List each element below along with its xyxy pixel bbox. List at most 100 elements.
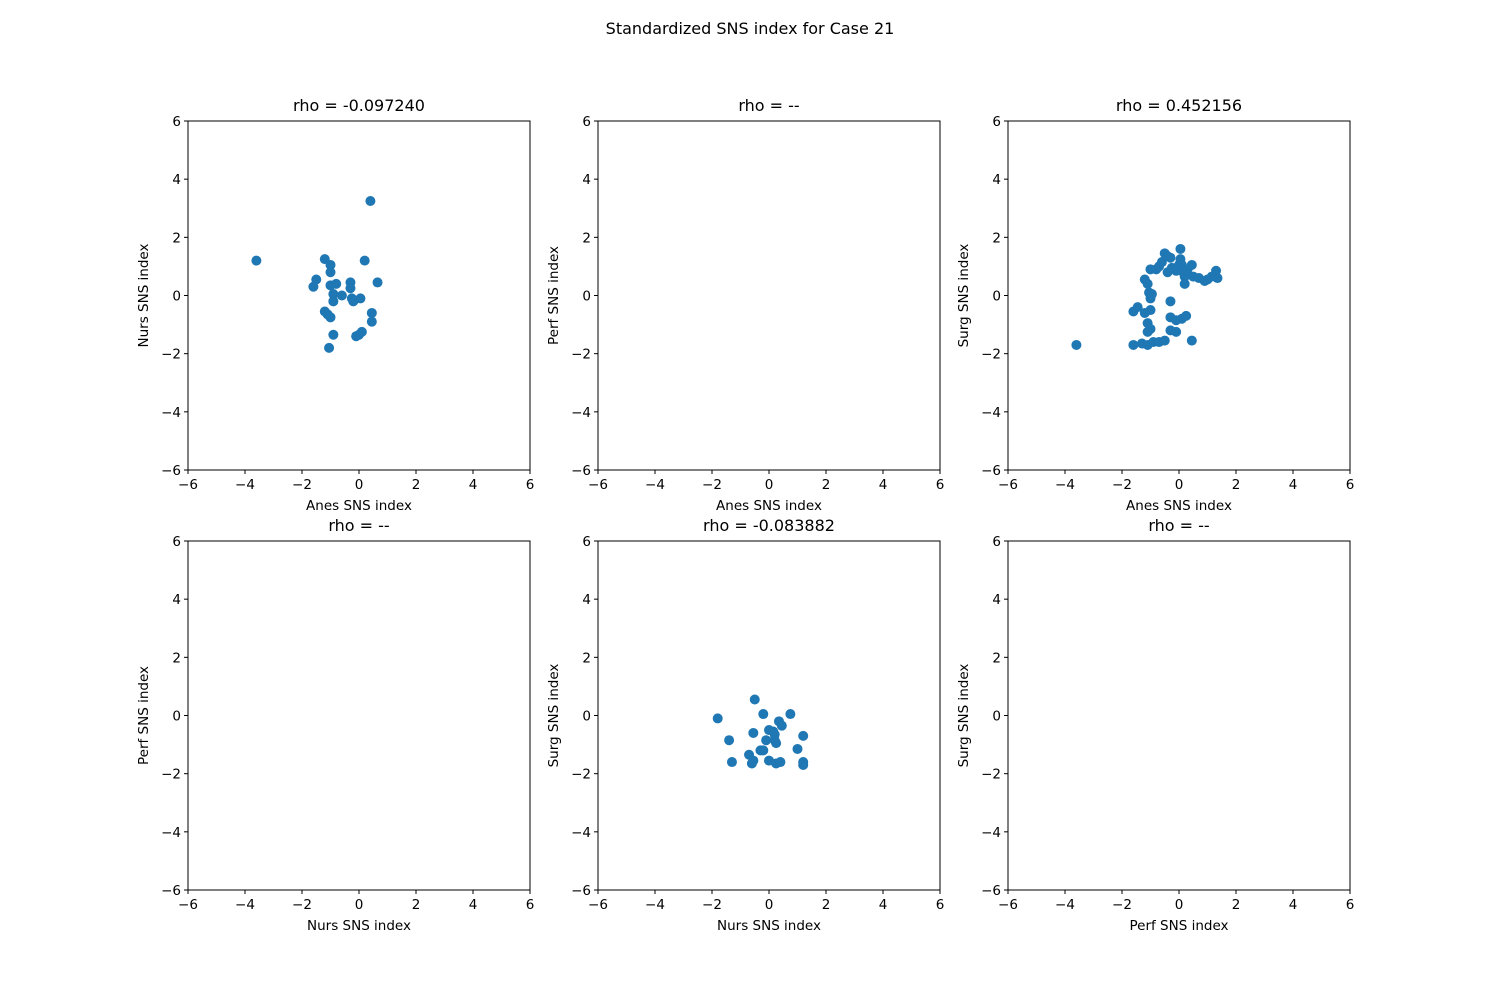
y-tick-label: 2: [172, 230, 181, 246]
data-point: [331, 278, 342, 289]
y-tick-label: 4: [582, 172, 591, 188]
y-tick-label: 4: [992, 592, 1001, 608]
x-tick-label: 4: [1289, 897, 1298, 913]
data-point: [1132, 302, 1143, 313]
y-tick-label: −6: [161, 463, 181, 479]
data-point: [1165, 296, 1176, 307]
axes-frame: [1007, 540, 1351, 891]
data-point: [328, 329, 339, 340]
x-tick-label: −4: [1055, 477, 1075, 493]
data-point: [1159, 335, 1170, 346]
x-tick-label: −4: [645, 897, 665, 913]
x-tick-label: −6: [998, 897, 1018, 913]
x-tick-label: 2: [822, 897, 831, 913]
x-tick-label: −4: [235, 477, 255, 493]
y-tick-label: −4: [571, 405, 591, 421]
axes-frame: [597, 120, 941, 471]
data-point: [325, 312, 336, 323]
data-point: [325, 259, 336, 270]
subplot-2: rho = -- −6 −4 −2 0 2 4 6 −6 −4 −2 0 2 4 6 Anes SNS ind…: [546, 96, 944, 514]
data-point: [1142, 278, 1153, 289]
data-point: [372, 277, 383, 288]
x-tick-label: −6: [998, 477, 1018, 493]
data-point: [356, 326, 367, 337]
x-tick-label: 0: [1175, 897, 1184, 913]
x-tick-label: 0: [1175, 477, 1184, 493]
y-axis-label: Surg SNS index: [546, 664, 562, 768]
subplot-title: rho = 0.452156: [1116, 96, 1242, 115]
subplot-6: rho = -- −6 −4 −2 0 2 4 6 −6 −4 −2 0 2 4 6 Perf SNS ind…: [956, 516, 1354, 934]
y-tick-label: 2: [582, 230, 591, 246]
x-axis-label: Anes SNS index: [306, 498, 412, 514]
y-tick-label: 6: [992, 114, 1001, 130]
data-point: [355, 293, 366, 304]
y-tick-label: 6: [582, 534, 591, 550]
y-axis-label: Nurs SNS index: [136, 243, 152, 347]
y-axis-label: Perf SNS index: [546, 246, 562, 345]
data-point: [758, 745, 769, 756]
x-tick-label: 4: [469, 897, 478, 913]
data-point: [328, 289, 339, 300]
axes-frame: [1007, 120, 1351, 471]
y-tick-label: −6: [161, 883, 181, 899]
x-tick-label: 2: [822, 477, 831, 493]
subplot-title: rho = -0.083882: [703, 516, 835, 535]
y-tick-label: −2: [981, 767, 1001, 783]
subplot-5: rho = -0.083882 −6 −4 −2 0 2 4 6 −6 −4 −2 0 2 4 6 Nurs …: [546, 516, 944, 934]
data-point: [1171, 326, 1182, 337]
x-tick-label: −4: [645, 477, 665, 493]
data-point: [1139, 307, 1150, 318]
y-tick-label: 6: [172, 114, 181, 130]
x-tick-label: 6: [936, 477, 945, 493]
subplot-3: rho = 0.452156 −6 −4 −2 0 2 4 6 −6 −4 −2 0 2 4 6 Anes S…: [956, 96, 1354, 514]
y-tick-label: 4: [582, 592, 591, 608]
data-point: [345, 283, 356, 294]
y-tick-label: 0: [172, 709, 181, 725]
axes-frame: [187, 540, 531, 891]
x-tick-label: −2: [1112, 897, 1132, 913]
y-tick-label: 0: [172, 289, 181, 305]
figure-suptitle: Standardized SNS index for Case 21: [606, 19, 895, 38]
x-tick-label: 0: [355, 477, 364, 493]
y-tick-label: 0: [582, 709, 591, 725]
y-tick-label: 2: [992, 230, 1001, 246]
y-tick-label: 4: [992, 172, 1001, 188]
x-tick-label: 6: [526, 477, 535, 493]
data-point: [785, 709, 796, 720]
data-point: [1186, 259, 1197, 270]
data-point: [712, 713, 723, 724]
x-tick-label: 6: [1346, 897, 1355, 913]
x-tick-label: 4: [1289, 477, 1298, 493]
x-tick-label: −2: [702, 477, 722, 493]
y-tick-label: −6: [981, 883, 1001, 899]
data-point: [324, 342, 335, 353]
data-point: [365, 195, 376, 206]
data-point: [771, 738, 782, 749]
x-tick-label: 4: [879, 477, 888, 493]
y-tick-label: 2: [172, 650, 181, 666]
x-tick-label: 6: [526, 897, 535, 913]
y-tick-label: −6: [571, 463, 591, 479]
data-point: [1146, 289, 1157, 300]
y-tick-label: −2: [161, 347, 181, 363]
subplot-title: rho = --: [1148, 516, 1209, 535]
x-axis-label: Nurs SNS index: [717, 918, 821, 934]
data-point: [328, 296, 339, 307]
x-tick-label: −6: [588, 477, 608, 493]
data-point: [798, 730, 809, 741]
x-tick-label: −6: [178, 897, 198, 913]
y-tick-label: 6: [172, 534, 181, 550]
x-tick-label: 2: [412, 477, 421, 493]
x-tick-label: 2: [1232, 477, 1241, 493]
x-tick-label: −2: [292, 897, 312, 913]
data-point: [749, 694, 760, 705]
y-tick-label: −6: [981, 463, 1001, 479]
y-tick-label: 2: [582, 650, 591, 666]
x-axis-label: Nurs SNS index: [307, 918, 411, 934]
y-tick-label: 2: [992, 650, 1001, 666]
data-point: [758, 709, 769, 720]
y-axis-label: Surg SNS index: [956, 664, 972, 768]
subplot-4: rho = -- −6 −4 −2 0 2 4 6 −6 −4 −2 0 2 4 6 Nurs SNS ind…: [136, 516, 534, 934]
y-tick-label: −4: [981, 405, 1001, 421]
